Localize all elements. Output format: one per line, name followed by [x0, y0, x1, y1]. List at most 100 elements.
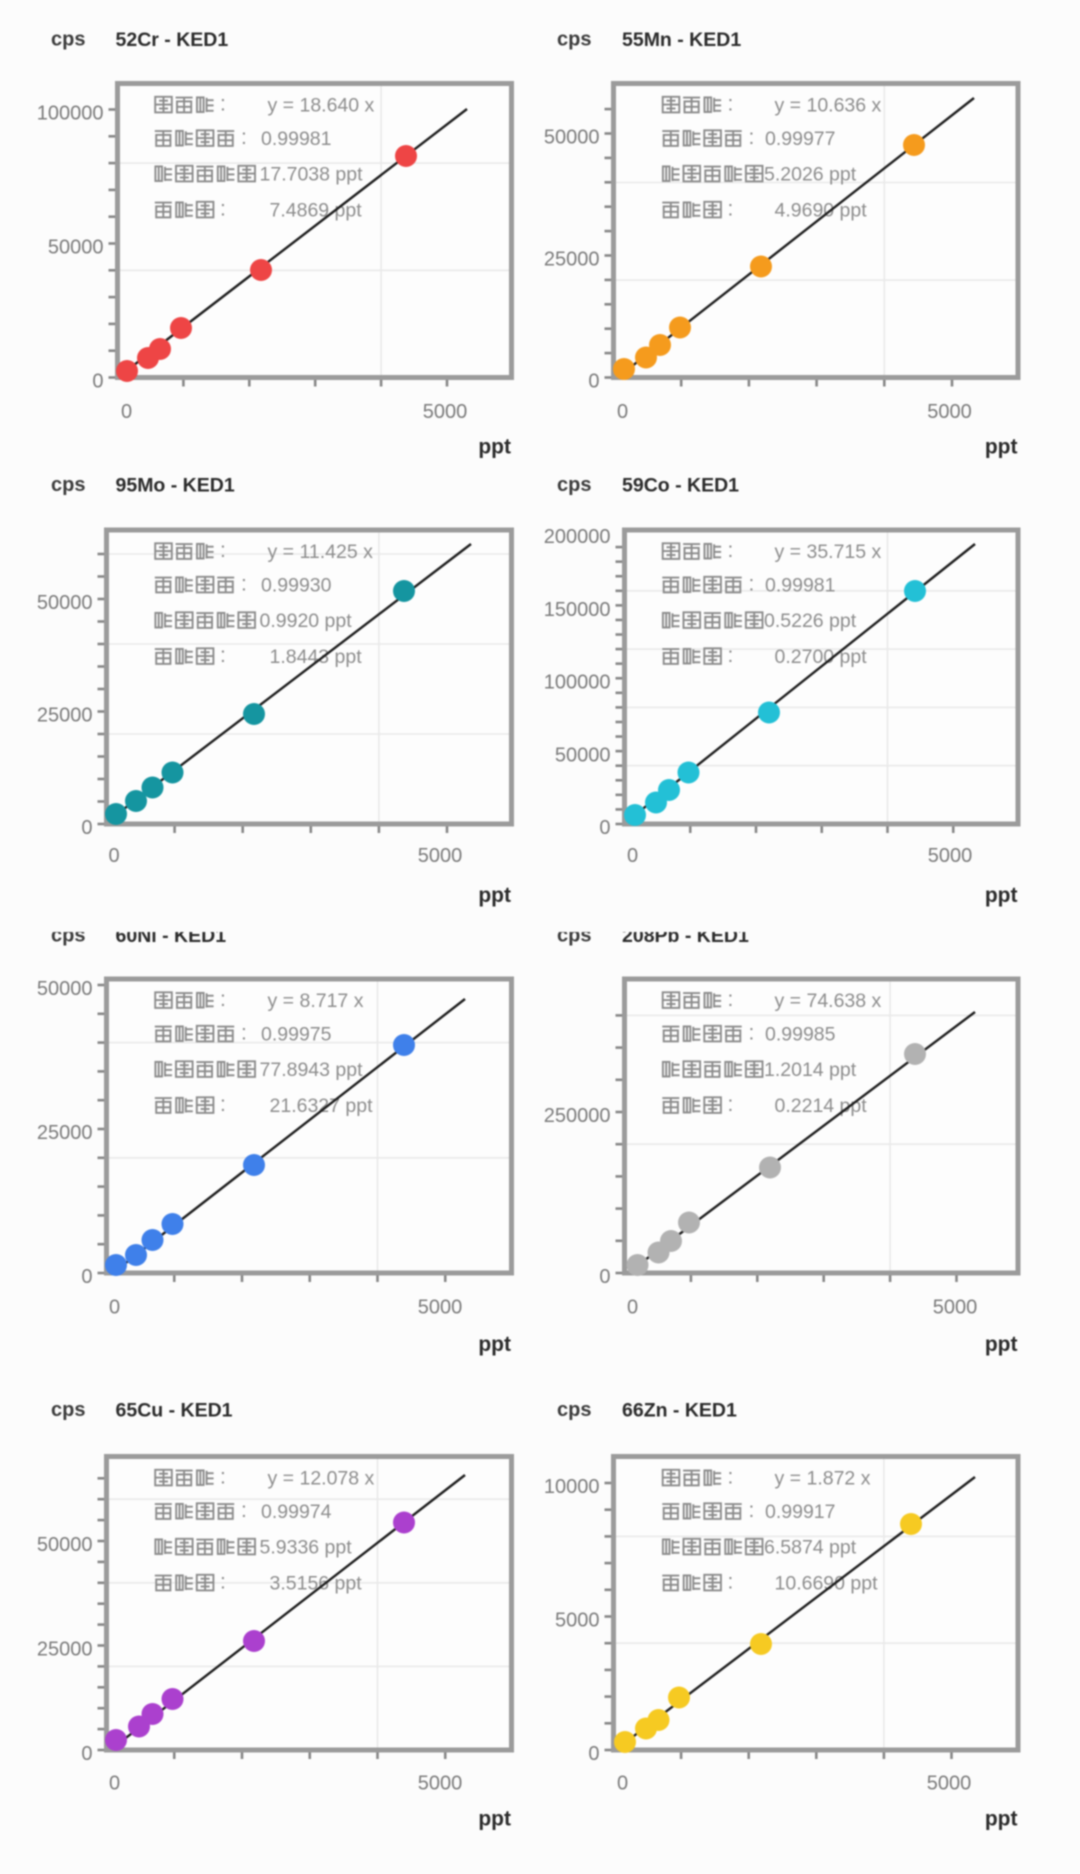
svg-text:25000: 25000: [37, 1639, 93, 1661]
svg-text:y = 11.425 x: y = 11.425 x: [268, 541, 374, 563]
svg-text::: :: [241, 1499, 247, 1522]
svg-text:95Mo - KED1: 95Mo - KED1: [116, 475, 235, 497]
svg-text:10000: 10000: [544, 1476, 600, 1498]
svg-text:y = 8.717 x: y = 8.717 x: [268, 990, 364, 1012]
svg-text:5000: 5000: [418, 1297, 463, 1319]
svg-text:y = 1.872 x: y = 1.872 x: [775, 1468, 871, 1490]
svg-text:250000: 250000: [544, 1105, 611, 1127]
svg-text:0: 0: [92, 371, 103, 393]
svg-text:y = 10.636 x: y = 10.636 x: [775, 95, 882, 117]
svg-text:0.99985: 0.99985: [765, 1024, 836, 1046]
svg-text:ppt: ppt: [478, 1808, 511, 1831]
svg-text:100000: 100000: [544, 672, 611, 694]
svg-text:55Mn - KED1: 55Mn - KED1: [622, 29, 741, 51]
svg-text:y = 12.078 x: y = 12.078 x: [268, 1468, 375, 1490]
svg-text::: :: [220, 93, 226, 116]
svg-text:0: 0: [108, 845, 119, 867]
svg-text:0: 0: [599, 817, 610, 839]
svg-text::: :: [728, 93, 734, 116]
svg-text:7.4869 ppt: 7.4869 ppt: [270, 200, 363, 222]
svg-text:5000: 5000: [927, 401, 972, 423]
svg-text:5.2026 ppt: 5.2026 ppt: [764, 164, 857, 186]
svg-text::: :: [220, 1571, 226, 1594]
svg-text:0: 0: [588, 1743, 599, 1765]
svg-text:21.6327 ppt: 21.6327 ppt: [270, 1095, 374, 1117]
svg-text::: :: [728, 644, 734, 667]
svg-text:y = 18.640 x: y = 18.640 x: [268, 95, 375, 117]
svg-text:5000: 5000: [423, 401, 468, 423]
svg-text::: :: [749, 573, 755, 596]
svg-text:0.99974: 0.99974: [261, 1501, 332, 1523]
svg-text:0: 0: [121, 401, 132, 423]
svg-text:y = 35.715 x: y = 35.715 x: [775, 541, 882, 563]
svg-text:77.8943 ppt: 77.8943 ppt: [260, 1059, 364, 1081]
svg-text:5000: 5000: [927, 1773, 972, 1795]
svg-text:10.6690 ppt: 10.6690 ppt: [775, 1573, 879, 1595]
svg-text::: :: [749, 126, 755, 149]
svg-text:ppt: ppt: [985, 1808, 1018, 1831]
svg-text:50000: 50000: [37, 592, 93, 614]
svg-text:52Cr - KED1: 52Cr - KED1: [116, 29, 229, 51]
svg-text:0.99975: 0.99975: [261, 1024, 332, 1046]
svg-text::: :: [241, 126, 247, 149]
svg-text:17.7038 ppt: 17.7038 ppt: [260, 164, 364, 186]
svg-text:150000: 150000: [544, 599, 611, 621]
svg-text::: :: [220, 1093, 226, 1116]
svg-text:0.2700 ppt: 0.2700 ppt: [775, 646, 868, 668]
svg-text:50000: 50000: [544, 127, 600, 149]
svg-text:0: 0: [617, 1773, 628, 1795]
svg-text:0: 0: [588, 371, 599, 393]
svg-text:0: 0: [81, 1266, 92, 1288]
svg-text:25000: 25000: [544, 249, 600, 271]
svg-text:0.99977: 0.99977: [765, 128, 836, 150]
svg-text:cps: cps: [557, 1399, 591, 1421]
svg-text:ppt: ppt: [478, 884, 511, 907]
svg-text:0: 0: [81, 817, 92, 839]
svg-text::: :: [220, 198, 226, 221]
svg-text:0: 0: [599, 1266, 610, 1288]
svg-text:0.2214 ppt: 0.2214 ppt: [775, 1095, 868, 1117]
svg-text:0.5226 ppt: 0.5226 ppt: [764, 610, 857, 632]
svg-text:100000: 100000: [37, 103, 104, 125]
svg-text:cps: cps: [51, 1399, 85, 1421]
svg-text:66Zn - KED1: 66Zn - KED1: [622, 1400, 737, 1422]
svg-text:0.99917: 0.99917: [765, 1501, 836, 1523]
svg-text:ppt: ppt: [478, 1333, 511, 1356]
svg-text:ppt: ppt: [478, 436, 511, 459]
svg-text:0.99981: 0.99981: [765, 575, 836, 597]
svg-text:6.5874 ppt: 6.5874 ppt: [764, 1537, 857, 1559]
svg-text::: :: [220, 988, 226, 1011]
svg-text:5000: 5000: [555, 1610, 600, 1632]
svg-text:5000: 5000: [928, 845, 973, 867]
svg-text::: :: [728, 1466, 734, 1489]
svg-text::: :: [728, 539, 734, 562]
svg-text::: :: [220, 1466, 226, 1489]
svg-text:1.8443 ppt: 1.8443 ppt: [270, 646, 363, 668]
svg-text:y = 74.638 x: y = 74.638 x: [775, 990, 882, 1012]
svg-text:0.9920 ppt: 0.9920 ppt: [260, 610, 353, 632]
svg-text:cps: cps: [557, 29, 591, 51]
svg-text:3.5156 ppt: 3.5156 ppt: [270, 1573, 363, 1595]
svg-text::: :: [728, 988, 734, 1011]
svg-text:0: 0: [627, 845, 638, 867]
svg-text:50000: 50000: [555, 744, 611, 766]
svg-text:5000: 5000: [418, 1773, 463, 1795]
svg-text:0.99981: 0.99981: [261, 128, 332, 150]
svg-text::: :: [728, 1093, 734, 1116]
svg-text:59Co - KED1: 59Co - KED1: [622, 475, 739, 497]
svg-text:200000: 200000: [544, 526, 611, 548]
svg-text:5000: 5000: [418, 845, 463, 867]
svg-text::: :: [728, 1571, 734, 1594]
svg-text:5000: 5000: [933, 1297, 978, 1319]
svg-text:ppt: ppt: [985, 884, 1018, 907]
svg-text:0: 0: [109, 1297, 120, 1319]
svg-text::: :: [749, 1499, 755, 1522]
svg-text:1.2014 ppt: 1.2014 ppt: [764, 1059, 857, 1081]
svg-text:50000: 50000: [37, 1534, 93, 1556]
svg-text::: :: [241, 1022, 247, 1045]
svg-text:4.9690 ppt: 4.9690 ppt: [775, 200, 868, 222]
svg-text::: :: [728, 198, 734, 221]
svg-text:0: 0: [627, 1297, 638, 1319]
svg-text::: :: [220, 539, 226, 562]
svg-text:0.99930: 0.99930: [261, 575, 332, 597]
